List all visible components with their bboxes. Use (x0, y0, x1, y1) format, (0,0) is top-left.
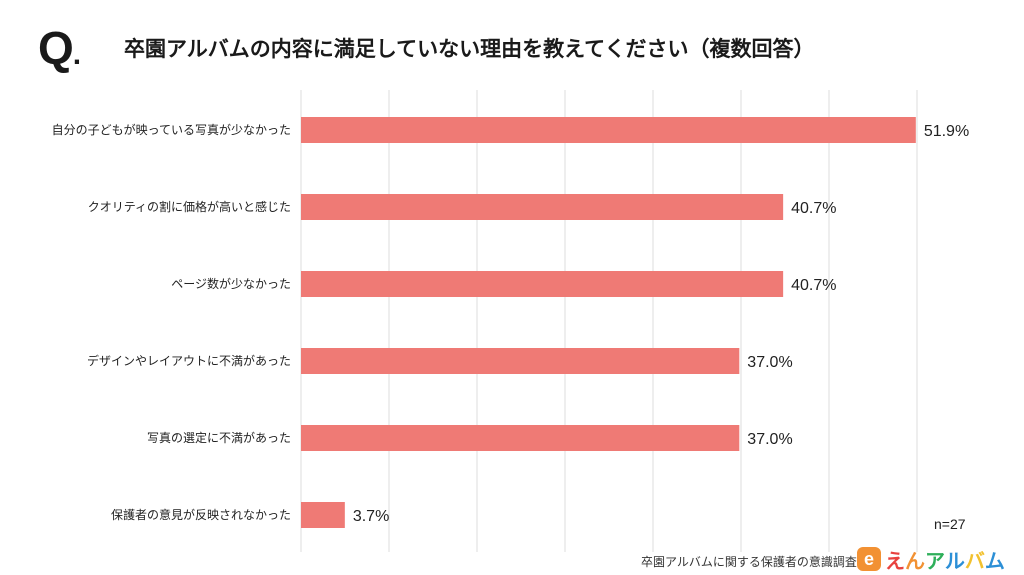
logo-char: ん (905, 548, 925, 573)
bar (301, 271, 784, 297)
value-label: 51.9% (924, 123, 969, 140)
value-label: 40.7% (791, 277, 836, 294)
category-label: デザインやレイアウトに不満があった (87, 353, 291, 368)
logo-wordmark: えんアルバム (885, 545, 1005, 574)
question-mark: Q. (38, 22, 81, 81)
sample-size-label: n=27 (934, 516, 966, 532)
value-label: 37.0% (747, 354, 792, 371)
q-letter: Q (38, 22, 74, 74)
category-label: 保護者の意見が反映されなかった (111, 507, 291, 522)
logo-char: バ (964, 548, 985, 573)
bar (301, 117, 916, 143)
value-label: 37.0% (747, 431, 792, 448)
bar (301, 348, 740, 374)
logo-char: え (885, 548, 905, 573)
logo-badge-icon: e (857, 547, 881, 571)
category-label: 自分の子どもが映っている写真が少なかった (52, 122, 291, 137)
category-label: クオリティの割に価格が高いと感じた (88, 199, 291, 214)
chart-title: 卒園アルバムの内容に満足していない理由を教えてください（複数回答） (124, 37, 815, 61)
q-dot: . (72, 38, 81, 71)
logo-char: ア (925, 548, 945, 573)
bar (301, 194, 784, 220)
source-caption: 卒園アルバムに関する保護者の意識調査 (641, 555, 857, 569)
category-label: 写真の選定に不満があった (147, 430, 291, 445)
logo-char: ル (944, 548, 965, 573)
value-label: 40.7% (791, 200, 836, 217)
value-label: 3.7% (353, 508, 389, 525)
brand-logo: e えんアルバム (857, 545, 1005, 574)
category-label: ページ数が少なかった (171, 276, 291, 291)
bar (301, 425, 740, 451)
bar (301, 502, 345, 528)
logo-char: ム (984, 548, 1005, 573)
